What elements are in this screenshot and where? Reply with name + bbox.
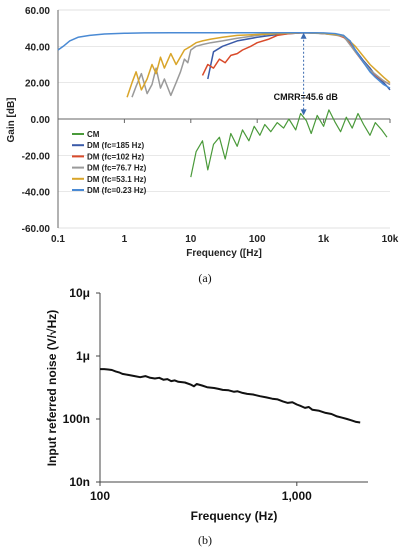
x-tick-label: 10k [382, 234, 399, 245]
x-tick-label: 0.1 [51, 234, 65, 245]
y-tick-label: 10μ [69, 286, 90, 300]
y-tick-label: 10n [69, 475, 90, 489]
chart-gain-vs-frequency: 60.00 40.00 20.00 0.00 -20.00 -40.00 -60.00 0.… [6, 6, 399, 285]
legend: CM DM (fc=185 Hz) DM (fc=102 Hz) DM (fc=76.… [72, 130, 147, 195]
legend-label: DM (fc=185 Hz) [87, 141, 144, 150]
y-axis-label: Input referred noise (V/√Hz) [45, 310, 59, 467]
y-tick-label: 20.00 [25, 79, 50, 90]
y-tick-label: -20.00 [22, 151, 51, 162]
x-tick-label: 10 [185, 234, 197, 245]
legend-label: DM (fc=53.1 Hz) [87, 175, 147, 184]
y-tick-label: -40.00 [22, 188, 51, 199]
y-axis-label: Gain [dB] [6, 98, 17, 143]
y-tick-label: 100n [63, 412, 90, 426]
arrow-head-up [300, 32, 307, 39]
y-tick-label: 1μ [76, 349, 90, 363]
y-tick-label: 40.00 [25, 42, 50, 53]
series-line [190, 109, 388, 178]
series-group [100, 368, 361, 424]
x-tick-labels: 0.1 1 10 100 1k 10k [51, 119, 399, 245]
y-tick-label: -60.00 [22, 224, 51, 235]
legend-label: CM [87, 130, 100, 139]
x-tick-label: 1,000 [282, 489, 312, 503]
series-line [100, 368, 361, 424]
arrow-head-down [300, 109, 307, 116]
y-tick-labels: 10μ 1μ 100n 10n [63, 286, 100, 489]
caption-b: (b) [198, 533, 212, 547]
y-tick-label: 0.00 [31, 115, 51, 126]
caption-a: (a) [198, 271, 211, 285]
legend-label: DM (fc=0.23 Hz) [87, 186, 147, 195]
legend-label: DM (fc=76.7 Hz) [87, 164, 147, 173]
x-tick-label: 1k [318, 234, 330, 245]
x-axis-label: Frequency (Hz) [191, 509, 278, 523]
y-tick-label: 60.00 [25, 6, 50, 17]
x-axis-label: Frequency ([Hz] [186, 248, 262, 259]
y-tick-labels: 60.00 40.00 20.00 0.00 -20.00 -40.00 -60.00 [22, 6, 51, 235]
cmrr-annotation: CMRR=45.6 dB [274, 32, 339, 116]
series-group [57, 31, 391, 178]
x-tick-label: 100 [90, 489, 110, 503]
series-line [57, 31, 391, 89]
chart-noise-vs-frequency: 10μ 1μ 100n 10n 100 1,000 Input referred noi… [45, 286, 368, 547]
legend-label: DM (fc=102 Hz) [87, 152, 144, 161]
x-tick-label: 1 [122, 234, 128, 245]
annotation-label: CMRR=45.6 dB [274, 92, 339, 102]
x-tick-label: 100 [249, 234, 266, 245]
x-tick-labels: 100 1,000 [90, 482, 312, 503]
